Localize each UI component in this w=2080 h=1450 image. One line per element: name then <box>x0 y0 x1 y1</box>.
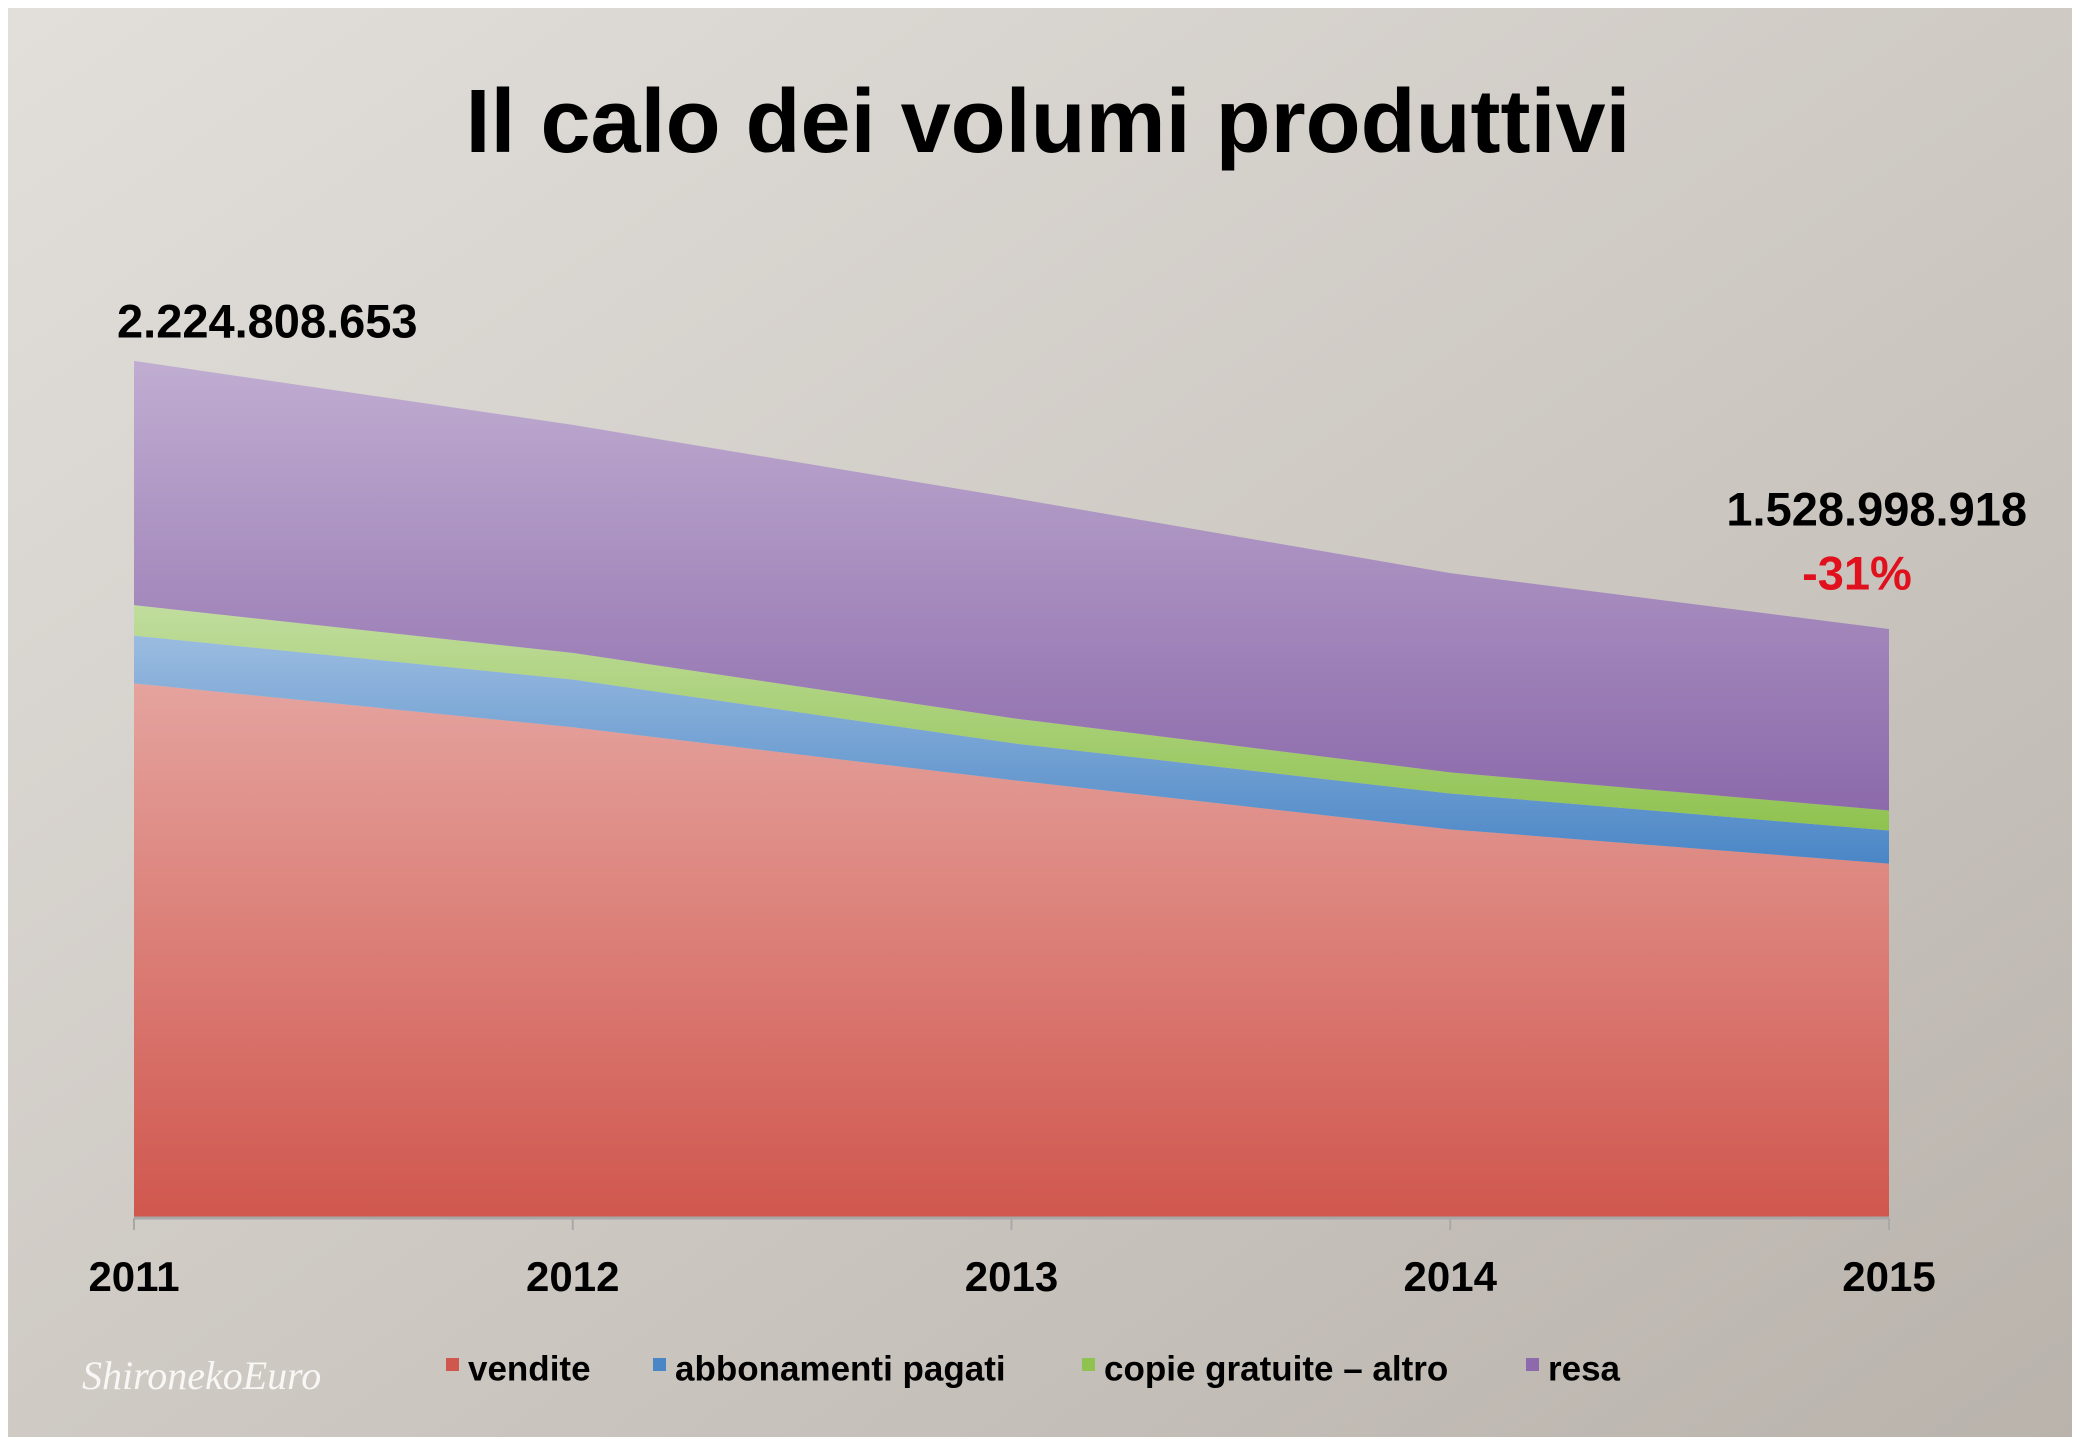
area <box>134 360 1889 811</box>
legend-swatch <box>446 1358 459 1371</box>
chart-title: Il calo dei volumi produttivi <box>465 72 1630 172</box>
area <box>134 683 1889 1218</box>
legend-label: vendite <box>468 1349 591 1388</box>
watermark: ShironekoEuro <box>82 1353 321 1398</box>
end-total-label: 1.528.998.918 <box>1726 482 2027 535</box>
legend-label: resa <box>1548 1349 1621 1388</box>
legend-label: abbonamenti pagati <box>675 1349 1006 1388</box>
legend-swatch <box>1082 1358 1095 1371</box>
start-total-label: 2.224.808.653 <box>117 294 418 347</box>
x-tick-label: 2013 <box>965 1253 1058 1300</box>
x-tick-label: 2011 <box>88 1253 179 1300</box>
area <box>134 605 1889 831</box>
x-tick-label: 2012 <box>526 1253 619 1300</box>
x-tick-label: 2015 <box>1842 1253 1935 1300</box>
x-tick-label: 2014 <box>1404 1253 1498 1300</box>
area <box>134 635 1889 864</box>
legend-label: copie gratuite – altro <box>1104 1349 1448 1388</box>
change-label: -31% <box>1802 546 1912 599</box>
legend-swatch <box>653 1358 666 1371</box>
legend-swatch <box>1526 1358 1539 1371</box>
